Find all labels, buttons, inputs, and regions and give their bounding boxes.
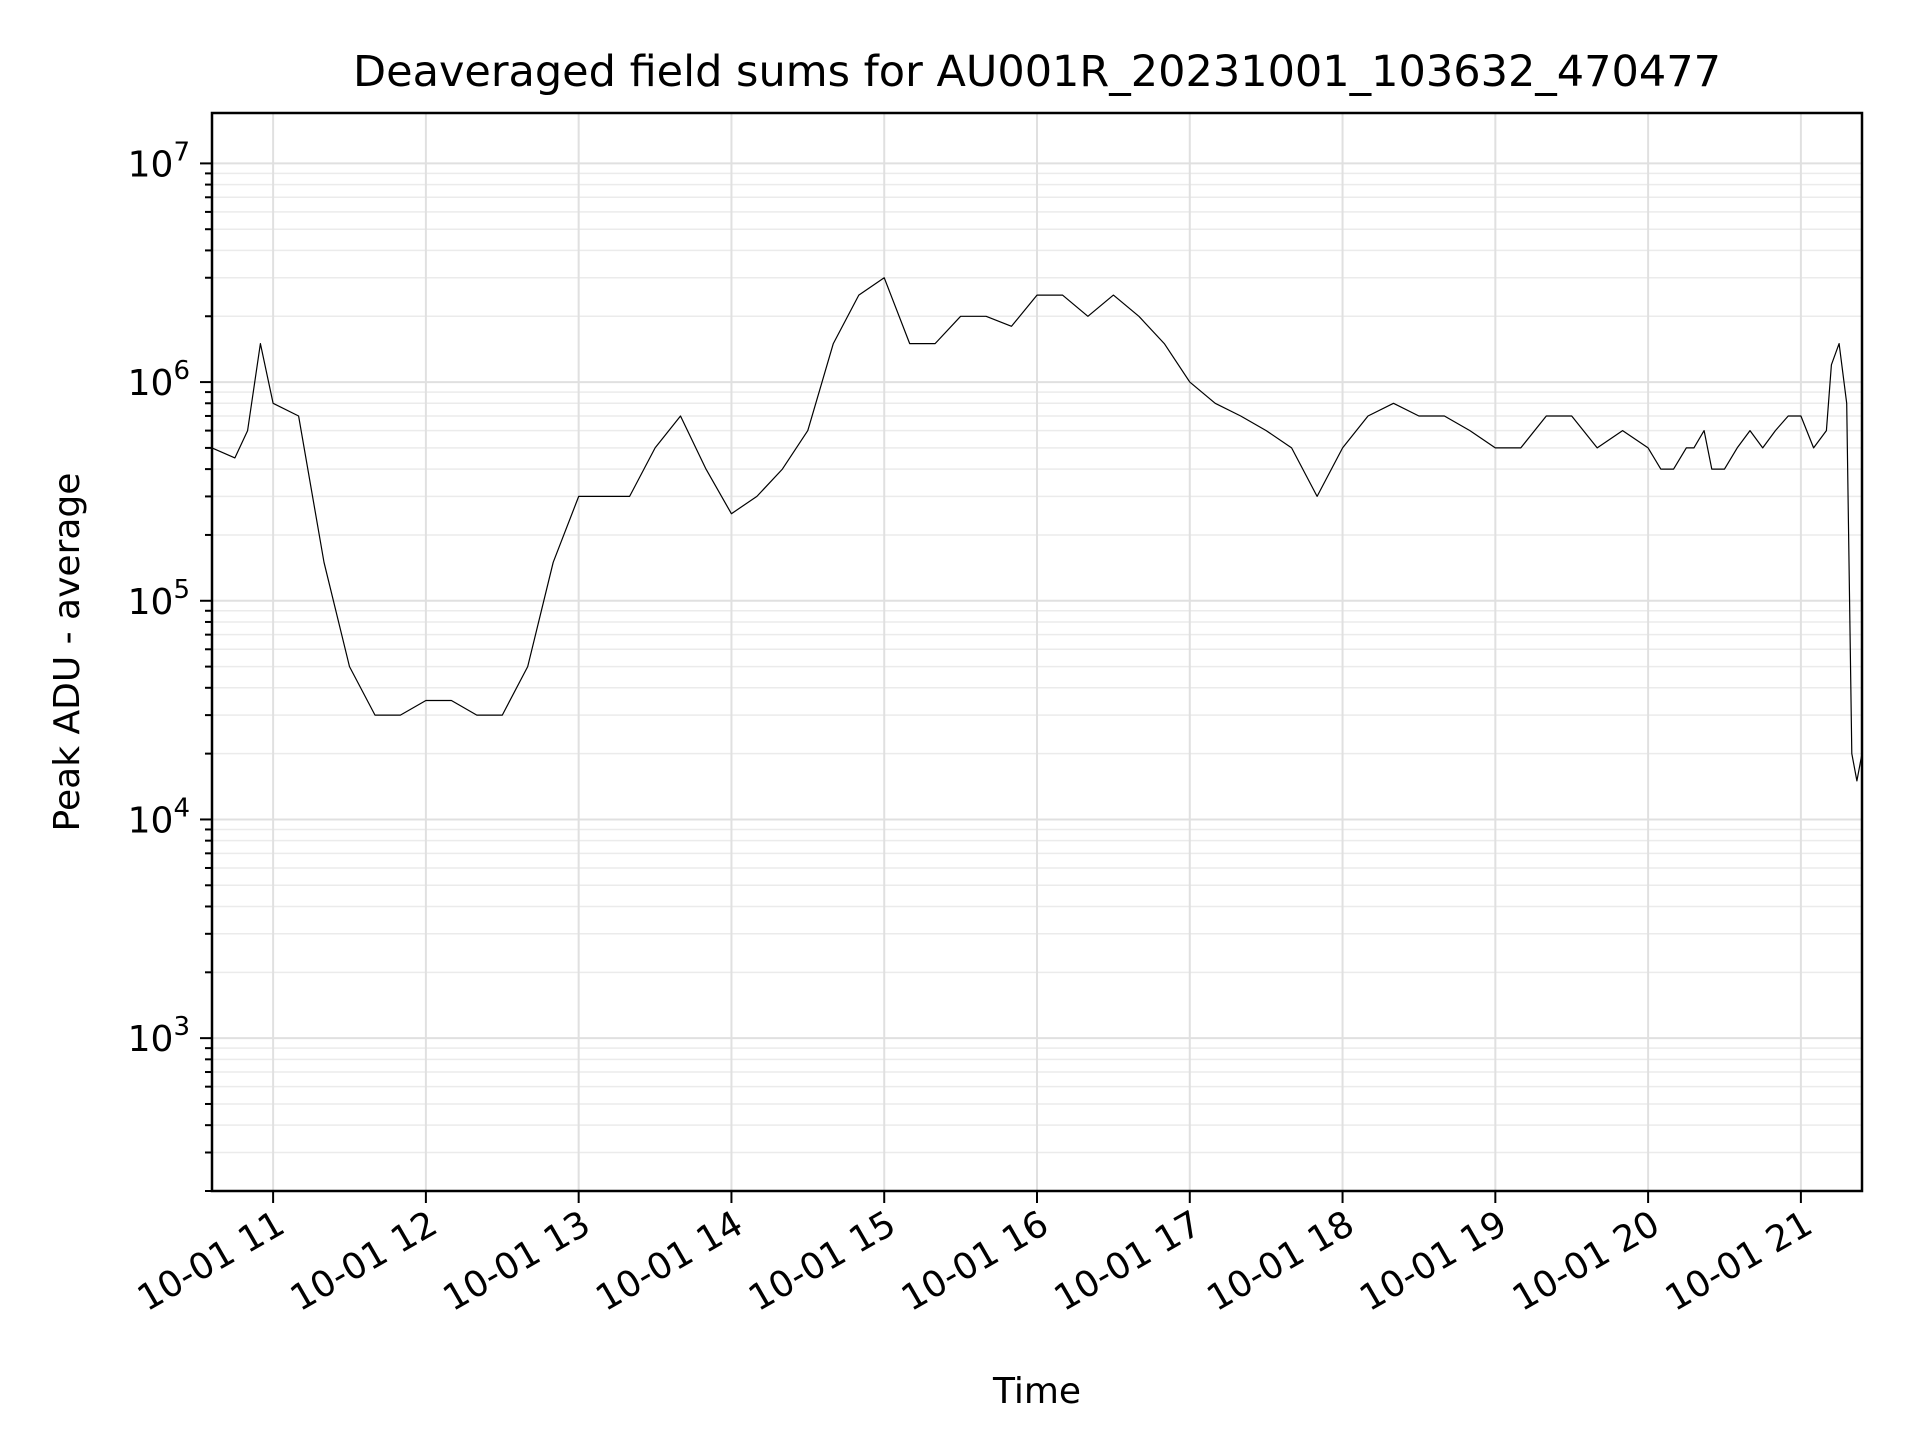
- x-tick-label: 10-01 13: [436, 1203, 597, 1319]
- x-tick-label: 10-01 11: [131, 1203, 292, 1319]
- series-layer: [211, 277, 1863, 782]
- y-tick-label: 103: [128, 1012, 190, 1060]
- x-tick-label: 10-01 21: [1659, 1203, 1820, 1319]
- series-line: [211, 277, 1863, 782]
- x-tick-label: 10-01 14: [589, 1203, 750, 1319]
- x-tick-label: 10-01 18: [1200, 1203, 1361, 1319]
- x-tick-label: 10-01 17: [1048, 1203, 1209, 1319]
- x-tick-label: 10-01 16: [895, 1203, 1056, 1319]
- y-tick-label: 105: [128, 575, 190, 623]
- chart-title: Deaveraged field sums for AU001R_2023100…: [353, 47, 1721, 97]
- grid: [212, 113, 1862, 1192]
- y-tick-label: 104: [128, 793, 190, 841]
- y-tick-label: 106: [128, 356, 190, 404]
- y-axis-label: Peak ADU - average: [47, 473, 88, 832]
- x-tick-label: 10-01 20: [1506, 1203, 1667, 1319]
- x-tick-label: 10-01 15: [742, 1203, 903, 1319]
- x-tick-label: 10-01 19: [1353, 1203, 1514, 1319]
- x-axis-label: Time: [992, 1371, 1081, 1412]
- x-tick-label: 10-01 12: [284, 1203, 445, 1319]
- y-tick-label: 107: [128, 137, 190, 185]
